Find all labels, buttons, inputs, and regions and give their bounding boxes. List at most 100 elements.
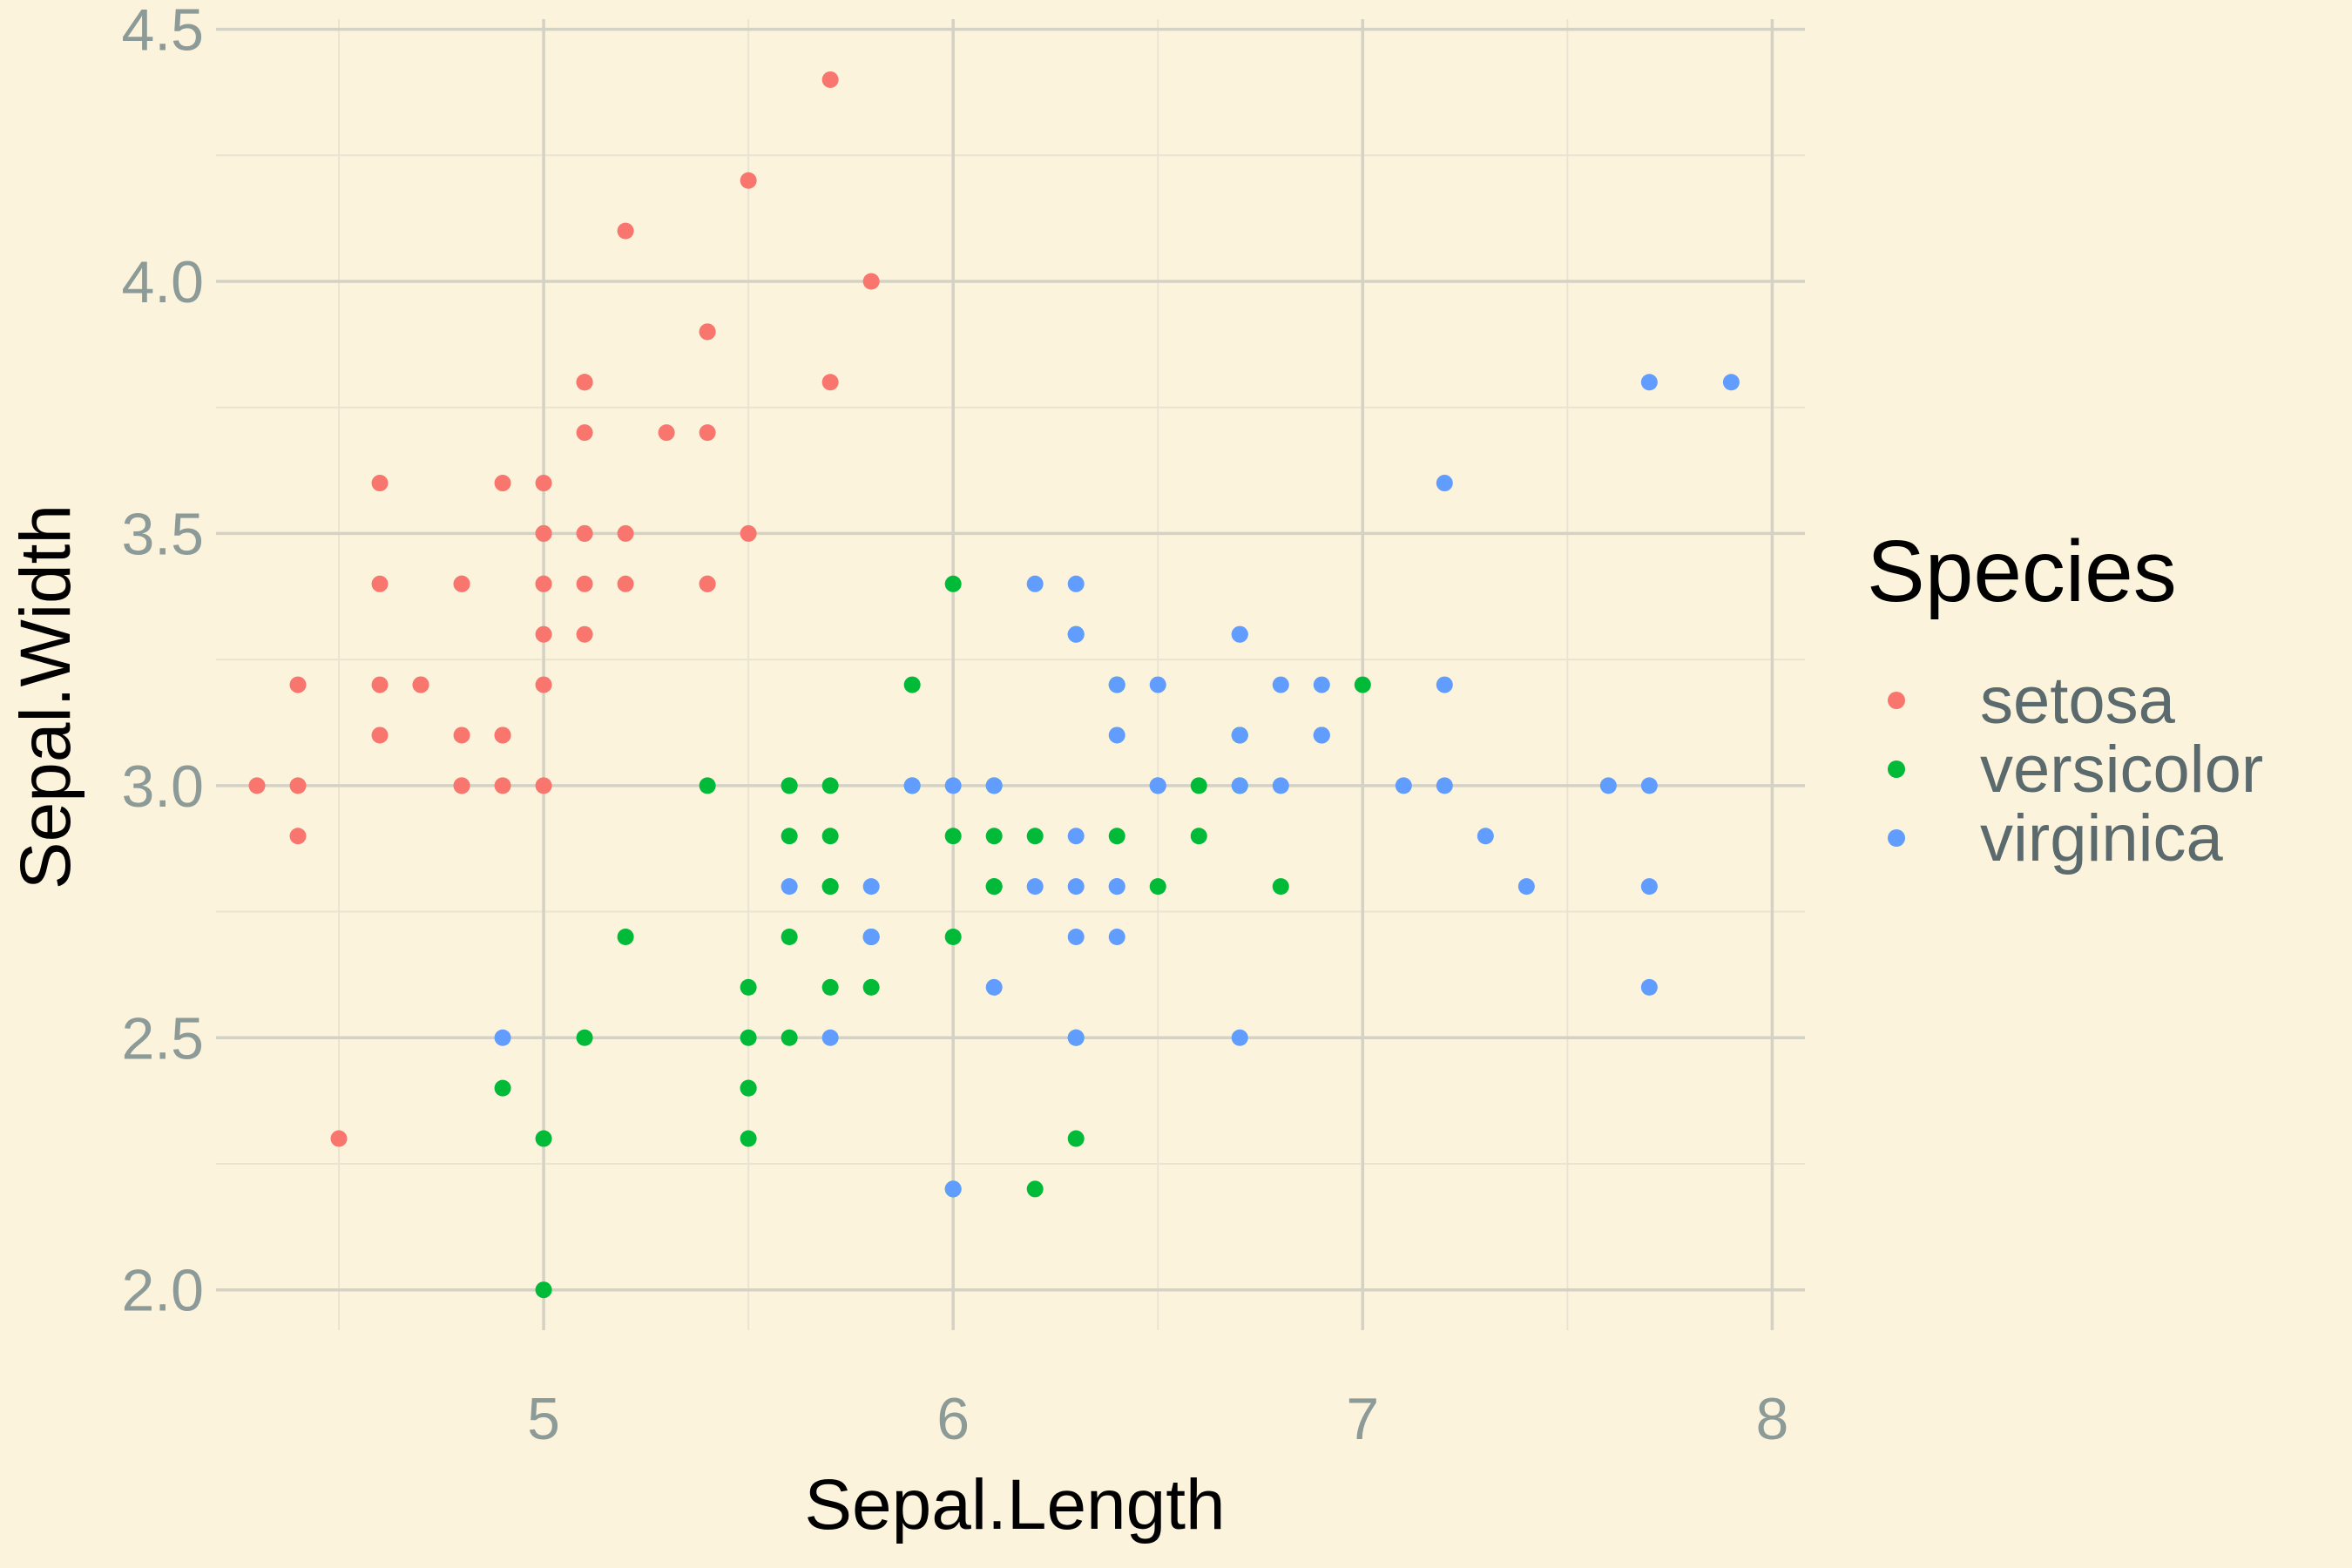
x-tick-label: 7: [1346, 1386, 1379, 1452]
data-point-versicolor: [821, 828, 839, 845]
data-point-virginica: [1108, 929, 1125, 945]
data-point-virginica: [985, 777, 1003, 794]
legend-title: Species: [1867, 523, 2177, 620]
data-point-versicolor: [1354, 676, 1371, 693]
data-point-versicolor: [862, 978, 880, 996]
data-point-setosa: [494, 727, 511, 744]
data-point-setosa: [535, 475, 552, 492]
data-point-versicolor: [617, 929, 634, 945]
data-point-virginica: [494, 1029, 511, 1046]
data-point-versicolor: [1190, 828, 1207, 845]
data-point-versicolor: [1026, 1180, 1044, 1198]
data-point-virginica: [1640, 777, 1658, 794]
data-point-versicolor: [1272, 878, 1289, 896]
data-point-virginica: [1436, 475, 1453, 492]
data-point-versicolor: [781, 1029, 798, 1046]
data-point-virginica: [944, 777, 962, 794]
data-point-virginica: [1067, 1029, 1085, 1046]
data-point-virginica: [1231, 1029, 1248, 1046]
data-point-setosa: [494, 475, 511, 492]
data-point-virginica: [1108, 676, 1125, 693]
data-point-virginica: [1149, 676, 1166, 693]
y-tick-label: 3.5: [121, 501, 204, 567]
data-point-versicolor: [1108, 828, 1125, 845]
y-tick-label: 2.5: [121, 1005, 204, 1071]
data-point-versicolor: [535, 1130, 552, 1147]
data-point-versicolor: [985, 828, 1003, 845]
data-point-versicolor: [1190, 777, 1207, 794]
data-point-versicolor: [1067, 1130, 1085, 1147]
data-point-setosa: [289, 828, 307, 845]
data-point-virginica: [1231, 777, 1248, 794]
data-point-setosa: [576, 575, 593, 592]
x-tick-label: 6: [936, 1386, 970, 1452]
data-point-virginica: [821, 1029, 839, 1046]
data-point-versicolor: [781, 929, 798, 945]
data-point-setosa: [371, 475, 389, 492]
legend-label-virginica: virginica: [1980, 801, 2223, 875]
data-point-versicolor: [535, 1281, 552, 1299]
data-point-versicolor: [494, 1079, 511, 1097]
data-point-virginica: [781, 878, 798, 896]
data-point-setosa: [248, 777, 266, 794]
y-axis-title: Sepal.Width: [6, 504, 85, 889]
data-point-setosa: [412, 676, 429, 693]
data-point-setosa: [699, 323, 716, 341]
data-point-setosa: [535, 575, 552, 592]
y-axis-tick-labels: 2.0 2.5 3.0 3.5 4.0 4.5: [121, 0, 204, 1324]
data-point-virginica: [1231, 727, 1248, 744]
data-point-versicolor: [944, 575, 962, 592]
data-point-virginica: [1477, 828, 1494, 845]
data-point-versicolor: [903, 676, 921, 693]
data-point-setosa: [699, 575, 716, 592]
y-tick-label: 4.0: [121, 249, 204, 315]
data-point-versicolor: [1026, 828, 1044, 845]
legend-key-versicolor: [1888, 760, 1905, 778]
data-point-virginica: [1026, 878, 1044, 896]
data-point-virginica: [1067, 929, 1085, 945]
data-point-setosa: [535, 524, 552, 542]
data-point-versicolor: [740, 1079, 757, 1097]
data-point-virginica: [1395, 777, 1412, 794]
data-point-virginica: [1722, 374, 1740, 391]
data-point-setosa: [330, 1130, 348, 1147]
data-point-versicolor: [740, 1130, 757, 1147]
data-point-virginica: [1067, 878, 1085, 896]
data-point-setosa: [453, 777, 470, 794]
data-point-versicolor: [944, 929, 962, 945]
data-point-virginica: [1640, 878, 1658, 896]
data-point-virginica: [1517, 878, 1535, 896]
data-point-setosa: [658, 424, 675, 442]
x-tick-label: 8: [1755, 1386, 1788, 1452]
data-point-virginica: [1149, 777, 1166, 794]
data-point-virginica: [1313, 676, 1330, 693]
data-point-virginica: [1599, 777, 1617, 794]
data-point-setosa: [453, 575, 470, 592]
data-point-setosa: [821, 374, 839, 391]
y-tick-label: 4.5: [121, 0, 204, 64]
data-point-virginica: [1313, 727, 1330, 744]
data-point-versicolor: [699, 777, 716, 794]
data-point-versicolor: [821, 878, 839, 896]
data-point-setosa: [617, 524, 634, 542]
data-point-virginica: [1231, 625, 1248, 643]
data-point-virginica: [1640, 374, 1658, 391]
data-point-versicolor: [740, 978, 757, 996]
data-point-versicolor: [576, 1029, 593, 1046]
data-point-virginica: [1436, 676, 1453, 693]
data-point-versicolor: [740, 1029, 757, 1046]
data-point-virginica: [1067, 625, 1085, 643]
data-point-virginica: [1108, 878, 1125, 896]
data-point-setosa: [617, 222, 634, 240]
data-point-virginica: [1026, 575, 1044, 592]
data-point-virginica: [1067, 828, 1085, 845]
data-point-setosa: [289, 676, 307, 693]
data-point-setosa: [371, 727, 389, 744]
x-axis-tick-labels: 5 6 7 8: [527, 1386, 1788, 1452]
legend-label-versicolor: versicolor: [1980, 733, 2263, 807]
major-gridlines: [216, 19, 1805, 1330]
data-point-virginica: [1436, 777, 1453, 794]
